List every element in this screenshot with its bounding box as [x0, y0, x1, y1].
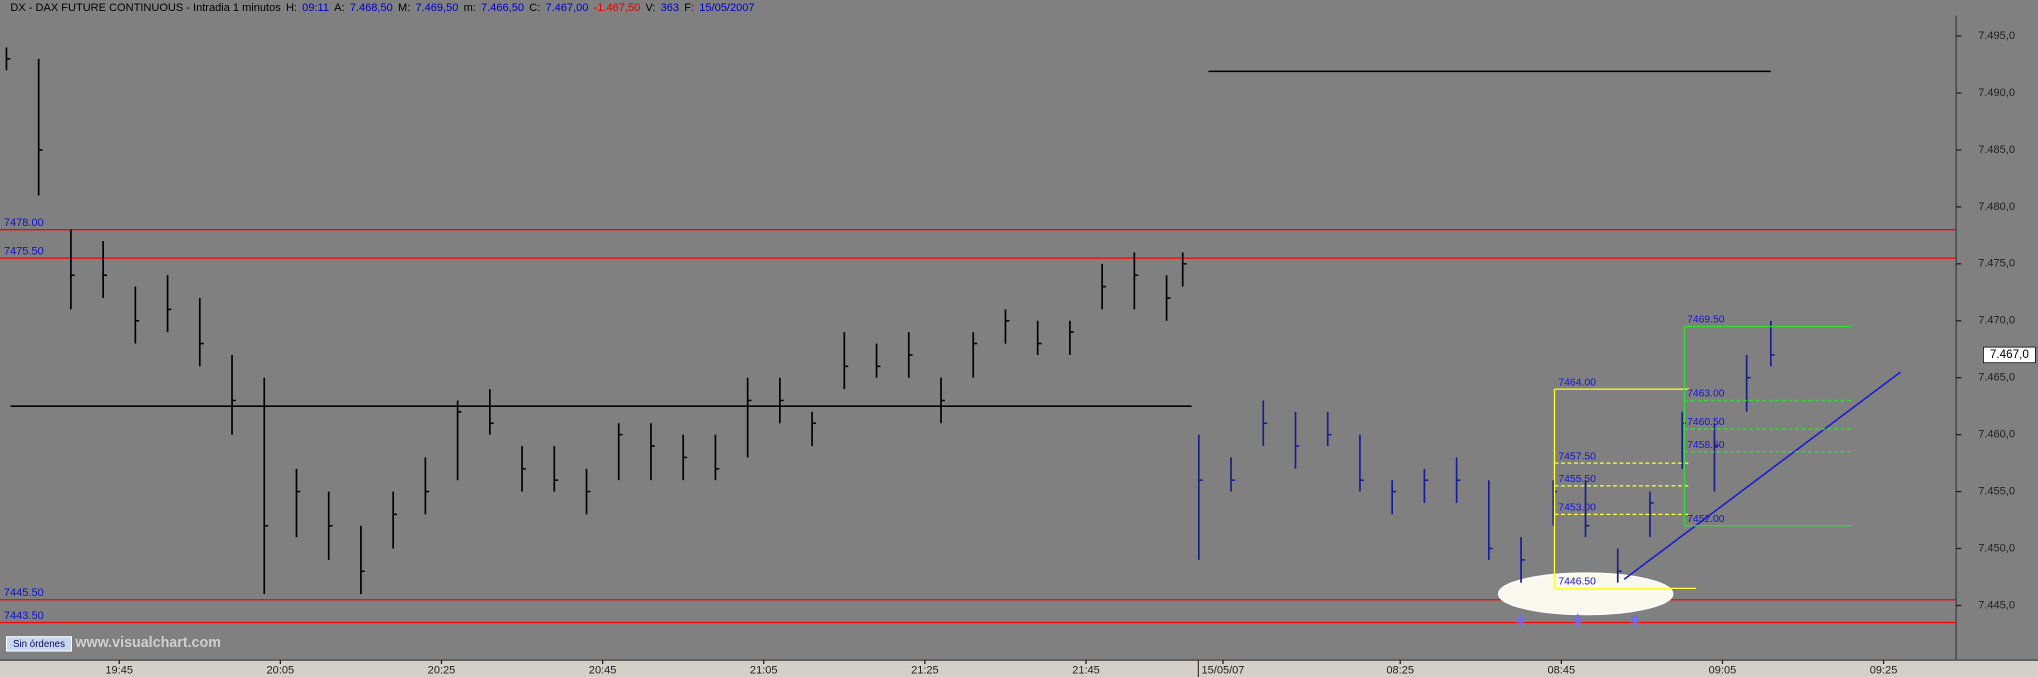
header-field: F:: [684, 2, 694, 14]
retracement-label: 7453.00: [1558, 503, 1596, 514]
retracement-label: 7463.00: [1687, 389, 1725, 400]
y-tick-label: 7.470,0: [1978, 315, 2015, 327]
retracement-label: 7455.50: [1558, 474, 1596, 485]
level-label: 7478.00: [4, 217, 44, 229]
header-field: 09:11: [302, 2, 329, 14]
marker-arrow: [1572, 613, 1584, 628]
y-tick-label: 7.485,0: [1978, 144, 2015, 156]
time-axis-band: [0, 660, 2038, 677]
header-field: 363: [661, 2, 679, 14]
header-field: H:: [286, 2, 297, 14]
y-tick-label: 7.480,0: [1978, 201, 2015, 213]
retracement-label: 7452.00: [1687, 514, 1725, 525]
drawn-line: [1623, 371, 1901, 580]
y-tick-label: 7.495,0: [1978, 30, 2015, 42]
header-field: M:: [398, 2, 410, 14]
y-tick-label: 7.460,0: [1978, 429, 2015, 441]
plot: 7.445,0 7.450,0 7.455,0 7.460,0 7.465,0 7.470…: [0, 30, 2036, 676]
y-tick-label: 7.475,0: [1978, 258, 2015, 270]
last-price-box: [1983, 346, 2036, 364]
marker-arrow: [1515, 613, 1526, 628]
y-tick-label: 7.490,0: [1978, 87, 2015, 99]
retracement-label: 7458.50: [1687, 440, 1725, 451]
x-tick-label: 21:05: [750, 664, 778, 676]
retracement-label: 7457.50: [1558, 451, 1596, 462]
header-field: 15/05/2007: [699, 2, 754, 14]
retracement-label: 7469.50: [1687, 315, 1725, 326]
header-field: 7.467,00: [545, 2, 588, 14]
header-field: -1.467,50: [594, 2, 641, 14]
header-field: 7.466,50: [481, 2, 524, 14]
x-tick-label: 09:05: [1709, 664, 1737, 676]
last-price-label: 7.467,0: [1990, 348, 2029, 361]
header-field: V:: [645, 2, 655, 14]
retracement-label: 7464.00: [1558, 377, 1596, 388]
highlight-ellipse: [1497, 572, 1674, 616]
x-tick-label: 09:25: [1870, 664, 1898, 676]
x-tick-label: 21:25: [911, 664, 939, 676]
chart-header: DX - DAX FUTURE CONTINUOUS - Intradia 1 …: [10, 2, 754, 14]
header-field: m:: [464, 2, 476, 14]
x-tick-label: 19:45: [105, 664, 133, 676]
y-tick-label: 7.465,0: [1978, 372, 2015, 384]
header-field: A:: [334, 2, 344, 14]
x-tick-label: 20:05: [267, 664, 295, 676]
header-field: 7.469,50: [415, 2, 458, 14]
retracement-label: 7446.50: [1558, 577, 1596, 588]
y-tick-label: 7.445,0: [1978, 599, 2015, 611]
orders-button[interactable]: [5, 636, 73, 652]
orders-button-label[interactable]: Sin órdenes: [13, 639, 65, 650]
y-tick-label: 7.455,0: [1978, 485, 2015, 497]
header-field: 7.468,50: [350, 2, 393, 14]
x-tick-label: 08:25: [1386, 664, 1414, 676]
x-tick-label: 15/05/07: [1201, 664, 1244, 676]
level-label: 7475.50: [4, 246, 44, 258]
level-label: 7443.50: [4, 610, 44, 622]
x-tick-label: 21:45: [1072, 664, 1100, 676]
x-tick-label: 08:45: [1548, 664, 1576, 676]
x-tick-label: 20:45: [589, 664, 617, 676]
marker-arrow: [1629, 613, 1641, 628]
level-label: 7445.50: [4, 587, 44, 599]
retracement-label: 7460.50: [1687, 417, 1725, 428]
y-tick-label: 7.450,0: [1978, 542, 2015, 554]
x-tick-label: 20:25: [428, 664, 456, 676]
header-field: C:: [529, 2, 540, 14]
header-field: DX - DAX FUTURE CONTINUOUS - Intradia 1 …: [10, 2, 281, 14]
watermark: www.visualchart.com: [74, 635, 221, 651]
